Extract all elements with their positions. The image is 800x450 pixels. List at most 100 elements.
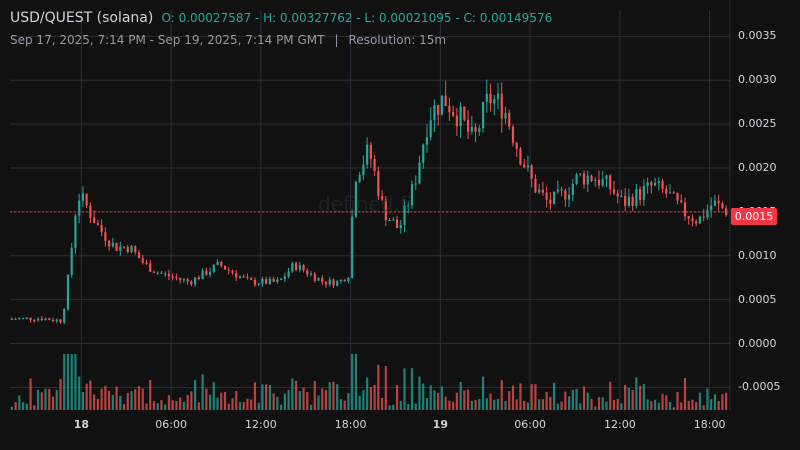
volume-bar (459, 381, 462, 410)
candle-body (332, 279, 335, 286)
candle-body (455, 115, 458, 127)
candle-body (594, 179, 597, 181)
volume-bar (216, 397, 219, 410)
volume-bar (283, 393, 286, 410)
volume-bar (21, 402, 25, 410)
volume-bar (317, 395, 320, 410)
volume-bar (354, 354, 358, 410)
volume-bar (130, 391, 133, 410)
candle-body (175, 277, 178, 279)
volume-bar (380, 398, 384, 410)
candle-body (328, 279, 331, 285)
volume-bar (96, 398, 99, 410)
candle-body (534, 178, 537, 193)
volume-bar (351, 354, 354, 410)
x-tick-label: 06:00 (514, 418, 546, 431)
candle-body (242, 276, 245, 278)
candle-body (627, 196, 631, 206)
candle-body (156, 272, 159, 274)
volume-bar (515, 399, 518, 410)
volume-bar (74, 354, 77, 410)
candle-body (493, 99, 496, 104)
volume-bar (48, 388, 51, 410)
candle-body (63, 309, 66, 323)
candle-body (698, 216, 702, 224)
candle-body (590, 175, 593, 181)
candle-body (567, 194, 571, 200)
candle-body (78, 200, 81, 216)
y-tick-label: 0.0035 (738, 29, 777, 43)
volume-bar (653, 399, 657, 410)
candle-body (141, 258, 144, 263)
candle-body (231, 270, 234, 274)
candle-body (171, 276, 174, 278)
volume-bar (78, 376, 81, 410)
ohlc-readout: O: 0.00027587 - H: 0.00327762 - L: 0.000… (161, 11, 553, 25)
candle-body (197, 277, 200, 280)
x-tick-label: 18:00 (693, 418, 726, 431)
volume-bar (523, 400, 526, 410)
volume-bar (59, 378, 62, 410)
volume-bar (609, 381, 612, 410)
candle-body (122, 246, 126, 248)
candle-body (44, 318, 47, 321)
candle-body (126, 247, 129, 253)
volume-bar (339, 398, 343, 410)
volume-bar (392, 404, 395, 410)
volume-bar (463, 390, 466, 410)
volume-bar (156, 403, 159, 410)
candle-body (10, 318, 13, 320)
candle-body (265, 279, 268, 284)
candle-body (212, 264, 215, 272)
candle-body (553, 191, 556, 204)
volume-bar (313, 381, 316, 410)
candle-body (291, 263, 294, 272)
candle-body (119, 246, 122, 251)
x-tick-label: 18 (73, 418, 89, 431)
volume-bar (553, 382, 556, 410)
candle-body (466, 119, 470, 132)
volume-bar (422, 383, 425, 410)
candle-body (220, 261, 223, 266)
candle-body (85, 193, 88, 206)
candle-body (440, 95, 444, 115)
candle-body (489, 93, 492, 104)
candle-body (343, 279, 346, 282)
candle-body (668, 192, 672, 194)
volume-bar (590, 398, 593, 410)
volume-bar (440, 386, 444, 410)
candle-body (339, 279, 343, 282)
candle-body (612, 189, 616, 194)
volume-bar (145, 403, 148, 410)
candle-body (366, 144, 369, 165)
volume-bar (33, 405, 36, 410)
candle-body (362, 164, 365, 176)
volume-bar (710, 399, 713, 410)
volume-bar (388, 405, 391, 410)
candle-body (160, 272, 163, 274)
candle-body (40, 318, 43, 321)
volume-bar (182, 401, 185, 410)
volume-bar (134, 389, 137, 410)
volume-bar (567, 396, 571, 410)
y-tick-label: -0.0005 (738, 380, 781, 394)
candle-body (616, 193, 619, 197)
volume-bar (612, 399, 616, 410)
volume-bar (137, 386, 141, 410)
candle-body (624, 195, 627, 206)
candle-body (182, 279, 185, 281)
volume-bar (504, 400, 507, 410)
volume-bar (85, 383, 88, 410)
volume-bar (126, 393, 129, 410)
candle-body (287, 271, 290, 277)
volume-bar (14, 402, 17, 410)
volume-bar (399, 400, 402, 410)
volume-bar (560, 401, 563, 410)
volume-bar (171, 400, 174, 410)
y-tick-label: 0.0000 (738, 336, 777, 350)
candle-body (93, 217, 96, 224)
volume-bar (152, 401, 156, 410)
candle-body (526, 165, 530, 168)
y-tick-label: 0.0010 (738, 248, 777, 262)
candle-body (167, 273, 171, 277)
